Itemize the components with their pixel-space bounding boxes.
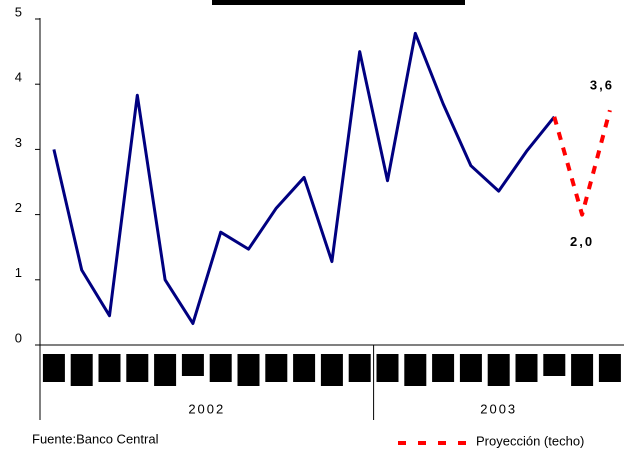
redacted-label [98,354,121,382]
y-tick-label: 3 [15,135,22,150]
x-group-label: 2002 [188,401,225,416]
redacted-label [348,354,371,382]
value-label: 2,0 [570,234,594,249]
redacted-label [459,354,482,382]
y-tick-label: 2 [15,200,22,215]
redacted-label [181,354,204,376]
redacted-label [515,354,538,382]
redacted-label [404,354,427,386]
y-tick-label: 1 [15,265,22,280]
legend-label: Proyección (techo) [476,433,584,448]
redacted-label [42,354,65,382]
redacted-label [432,354,455,382]
redacted-label [237,354,260,386]
redacted-label [543,354,566,376]
redacted-label [209,354,232,382]
redacted-label [571,354,594,386]
redacted-title [212,0,465,5]
redacted-label [265,354,288,382]
value-label: 3,6 [590,78,614,93]
redacted-label [376,354,399,382]
redacted-label [320,354,343,386]
x-group-label: 2003 [480,401,517,416]
redacted-label [598,354,621,382]
y-tick-label: 0 [15,330,22,345]
redacted-label [154,354,177,386]
y-tick-label: 4 [15,70,22,85]
projection-line [552,109,612,217]
series-line [52,31,556,325]
y-tick-label: 5 [15,4,22,19]
redacted-label [293,354,316,382]
source: Fuente:Banco Central [32,431,159,446]
redacted-label [70,354,93,386]
redacted-label [487,354,510,386]
redacted-label [126,354,149,382]
